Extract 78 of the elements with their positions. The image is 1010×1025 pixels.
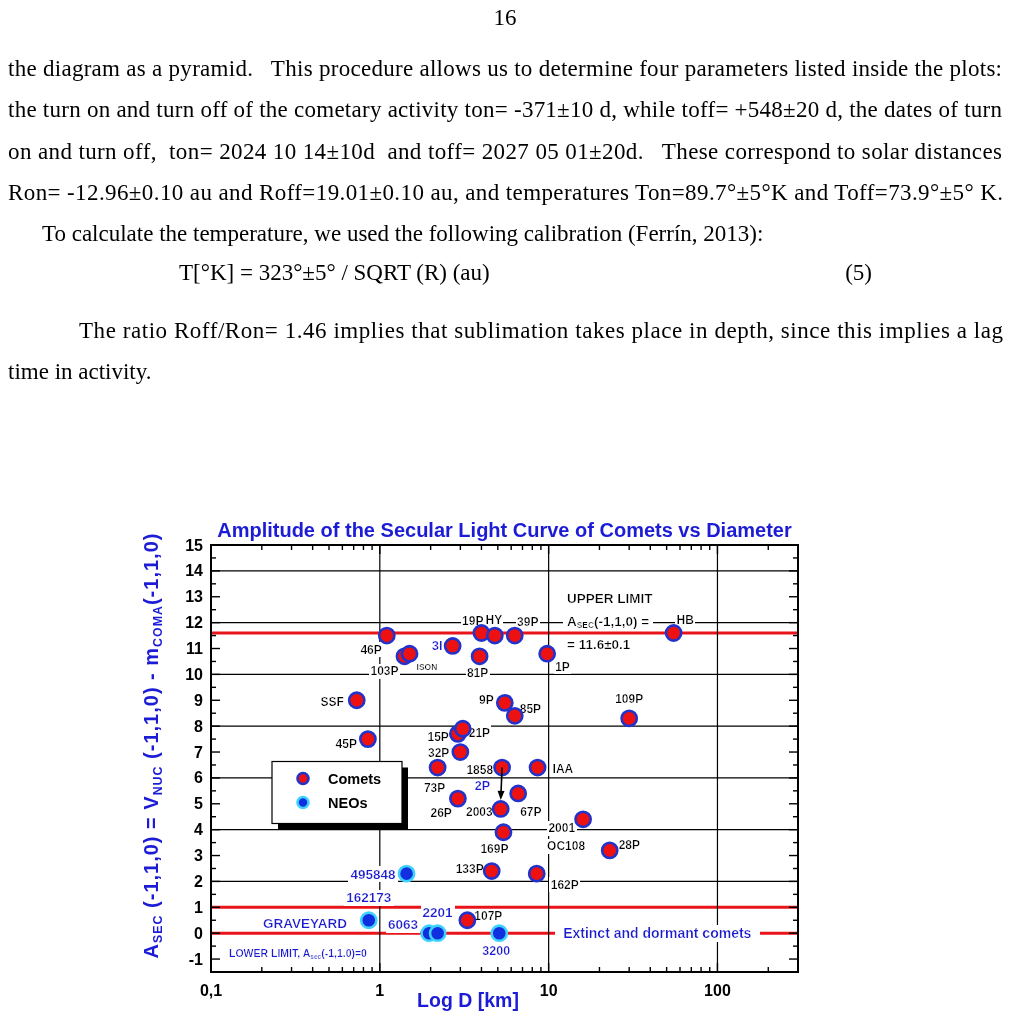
annotation: 103P (370, 664, 399, 679)
annotation: 1P (555, 659, 570, 674)
chart-title: Amplitude of the Secular Light Curve of Comets vs Diameter (217, 519, 792, 541)
y-tick-label: 15 (185, 536, 204, 554)
text: To calculate the temperature, we used the following calibration (Ferrín, 2013): (42, 221, 764, 246)
annotation: OC108 (547, 839, 586, 854)
y-tick-label: 1 (194, 898, 204, 916)
x-tick-label: 1 (375, 982, 385, 999)
annotation: 169P (480, 842, 509, 857)
y-tick-label: 11 (186, 640, 204, 658)
annotation: HB (676, 612, 695, 627)
text: Ron= -12.96±0.10 au and Roff=19.01±0.10 au, and temperatures Ton=89.7°±5°K and Toff=73.9°±5° K. (8, 180, 1003, 205)
x-axis-title: Log D [km] (417, 989, 519, 1011)
annotation: 1858 (466, 762, 494, 777)
annotation: 2003 (465, 804, 494, 819)
text: the diagram as a pyramid. This procedure allows us to determine four parameters listed inside the plots: (8, 56, 1002, 81)
annotation: 2201 (422, 905, 454, 921)
x-tick-label: 100 (704, 982, 731, 999)
annotation: 2P (474, 779, 490, 793)
annotation: 26P (430, 805, 452, 820)
annotation: 109P (615, 692, 644, 707)
y-tick-label: 13 (185, 588, 204, 606)
annotation: 3200 (482, 944, 511, 959)
text: the turn on and turn off of the cometary activity ton= -371±10 d, while toff= +548±20 d, the dates of turn (8, 97, 1003, 122)
annotation: 15P (427, 729, 449, 744)
annotation: 107P (474, 909, 503, 924)
text: time in activity. (8, 359, 152, 384)
x-tick-label: 0,1 (199, 982, 223, 999)
annotation: GRAVEYARD (262, 916, 348, 931)
annotation: 19P (462, 613, 484, 628)
annotation: 6063 (388, 917, 419, 933)
annotation: A$_{SEC}$(-1,1,0) = (567, 614, 650, 631)
y-tick-label: 10 (185, 665, 204, 683)
y-tick-label: 2 (194, 872, 204, 890)
annotation: 3I (431, 637, 443, 653)
annotation: 85P (519, 701, 542, 716)
annotation: SSF (320, 695, 344, 710)
y-tick-label: 0 (194, 924, 204, 942)
annotation: 39P (517, 614, 539, 629)
annotation: 46P (360, 642, 382, 657)
annotation: 495848 (350, 866, 397, 882)
annotation: 81P (466, 666, 489, 681)
annotation: 67P (520, 805, 542, 820)
y-tick-label: 5 (194, 795, 204, 813)
annotation: 21P (468, 725, 491, 740)
y-tick-label: 9 (194, 691, 204, 709)
annotation: 45P (335, 737, 357, 752)
y-tick-label: -1 (188, 950, 204, 968)
y-tick-label: 4 (194, 821, 204, 839)
annotation: 73P (423, 780, 446, 795)
annotation: ISON (416, 661, 438, 672)
annotation: UPPER LIMIT (567, 591, 654, 606)
legend-label: Comets (328, 770, 382, 787)
text: T[°K] = 323°±5° / SQRT (R) (au) (179, 260, 490, 285)
annotation: 28P (618, 838, 641, 853)
annotation: 162173 (346, 890, 392, 906)
annotation: IAA (552, 761, 574, 776)
y-tick-label: 12 (185, 614, 204, 632)
y-tick-label: 3 (194, 847, 204, 865)
y-tick-label: 6 (194, 769, 204, 787)
annotation: 9P (479, 692, 494, 707)
text: (5) (845, 260, 872, 285)
annotation: Extinct and dormant comets (563, 925, 752, 942)
y-tick-label: 14 (185, 562, 204, 580)
annotation: LOWER LIMIT, A$_{sec}$(-1,1.0)=0 (229, 947, 368, 961)
annotation: = 11.6±0.1 (567, 637, 631, 652)
x-tick-label: 10 (539, 982, 558, 999)
text: 16 (493, 5, 517, 30)
annotation: 162P (550, 877, 579, 892)
text: on and turn off, ton= 2024 10 14±10d and toff= 2027 05 01±20d. These correspond to solar distances (8, 139, 1003, 164)
annotation: 133P (455, 862, 484, 877)
annotation: HY (485, 612, 503, 627)
y-tick-label: 7 (194, 743, 204, 761)
annotation: 32P (428, 746, 450, 761)
y-tick-label: 8 (194, 717, 204, 735)
annotation: 2001 (548, 821, 576, 836)
text: The ratio Roff/Ron= 1.46 implies that sublimation takes place in depth, since this implies a lag (79, 318, 1004, 343)
legend-label: NEOs (328, 794, 368, 811)
